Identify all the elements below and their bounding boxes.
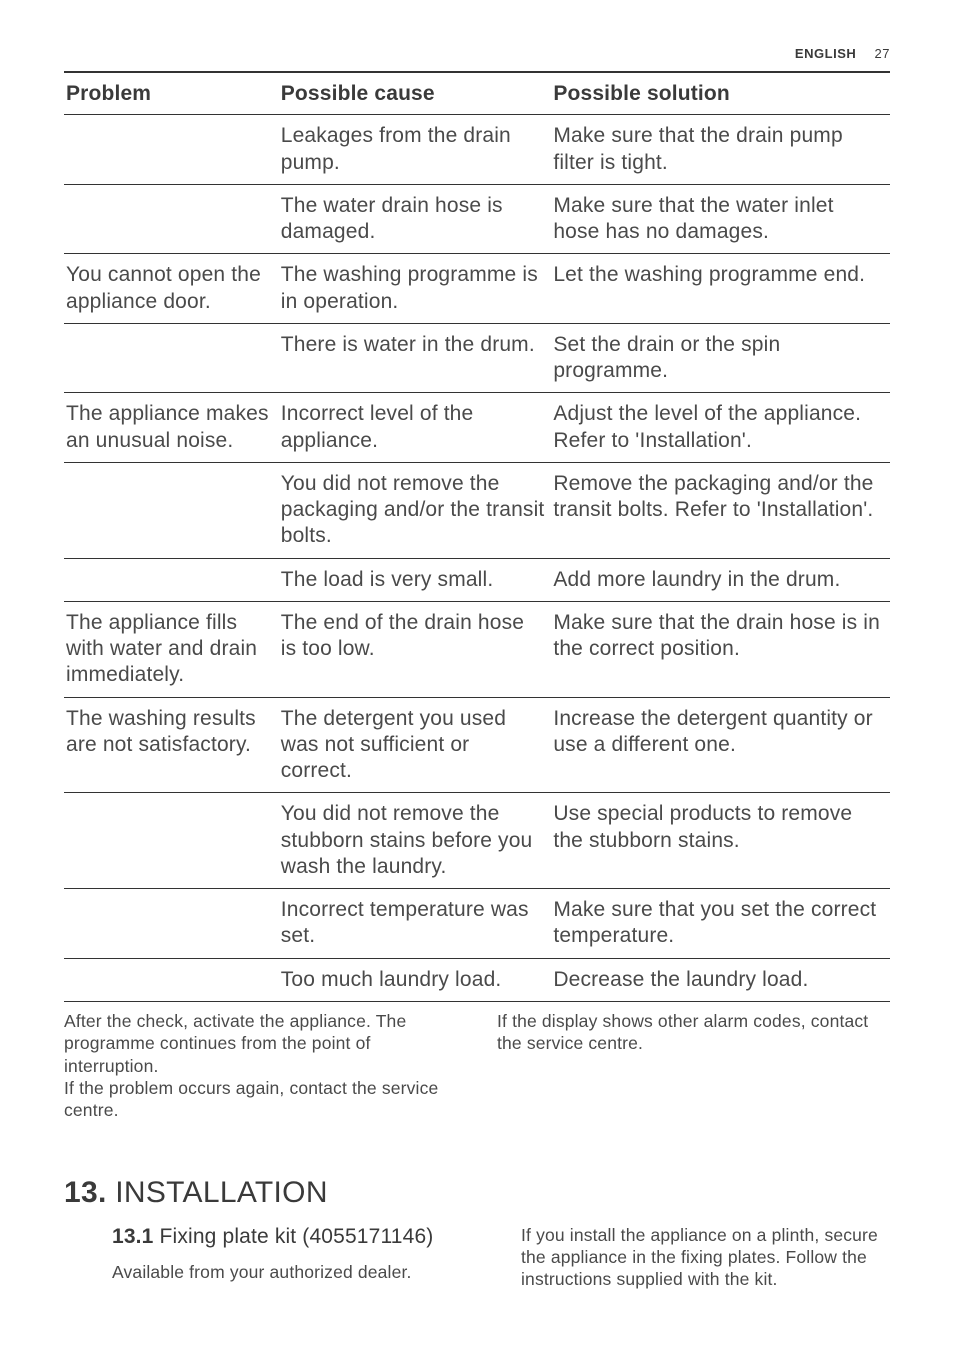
table-cell: Adjust the level of the appliance. Refer… (551, 393, 890, 463)
table-cell: Set the drain or the spin programme. (551, 323, 890, 393)
table-cell (64, 558, 279, 601)
table-cell (64, 184, 279, 254)
after-right: If the display shows other alarm codes, … (497, 1010, 890, 1122)
page-header: ENGLISH 27 (64, 46, 890, 61)
table-row: The water drain hose is damaged.Make sur… (64, 184, 890, 254)
table-cell: Remove the packaging and/or the transit … (551, 462, 890, 558)
table-cell: Make sure that the drain hose is in the … (551, 601, 890, 697)
install-sub-title: Fixing plate kit (4055171146) (160, 1225, 434, 1248)
table-row: You did not remove the stubborn stains b… (64, 793, 890, 889)
table-row: The washing results are not satisfactory… (64, 697, 890, 793)
table-body: Leakages from the drain pump.Make sure t… (64, 115, 890, 1002)
table-row: You cannot open the appliance door.The w… (64, 254, 890, 324)
after-left-line: If the problem occurs again, contact the… (64, 1077, 457, 1122)
table-row: The load is very small.Add more laundry … (64, 558, 890, 601)
table-cell: Make sure that you set the correct tempe… (551, 889, 890, 959)
table-cell: Incorrect level of the appliance. (279, 393, 552, 463)
table-cell: You did not remove the packaging and/or … (279, 462, 552, 558)
table-cell (64, 462, 279, 558)
install-right-text: If you install the appliance on a plinth… (521, 1224, 890, 1291)
header-language: ENGLISH (795, 46, 856, 61)
table-cell: You did not remove the stubborn stains b… (279, 793, 552, 889)
table-cell: There is water in the drum. (279, 323, 552, 393)
col-problem: Problem (64, 72, 279, 115)
table-row: You did not remove the packaging and/or … (64, 462, 890, 558)
header-page-number: 27 (875, 46, 891, 61)
table-cell (64, 958, 279, 1001)
table-cell: Make sure that the water inlet hose has … (551, 184, 890, 254)
table-row: The appliance fills with water and drain… (64, 601, 890, 697)
table-row: Incorrect temperature was set.Make sure … (64, 889, 890, 959)
table-header-row: Problem Possible cause Possible solution (64, 72, 890, 115)
col-solution: Possible solution (551, 72, 890, 115)
install-subheading: 13.1 Fixing plate kit (4055171146) (112, 1224, 481, 1249)
table-cell: The load is very small. (279, 558, 552, 601)
table-cell: Use special products to remove the stubb… (551, 793, 890, 889)
after-right-line: If the display shows other alarm codes, … (497, 1010, 890, 1055)
table-row: Too much laundry load.Decrease the laund… (64, 958, 890, 1001)
section-heading: 13. INSTALLATION (64, 1176, 890, 1210)
table-cell: The washing programme is in operation. (279, 254, 552, 324)
install-right-col: If you install the appliance on a plinth… (521, 1224, 890, 1291)
table-row: There is water in the drum.Set the drain… (64, 323, 890, 393)
table-row: The appliance makes an unusual noise.Inc… (64, 393, 890, 463)
troubleshooting-table: Problem Possible cause Possible solution… (64, 71, 890, 1002)
table-cell: The appliance makes an unusual noise. (64, 393, 279, 463)
section-title: INSTALLATION (115, 1176, 328, 1209)
table-cell (64, 793, 279, 889)
table-row: Leakages from the drain pump.Make sure t… (64, 115, 890, 185)
table-cell (64, 323, 279, 393)
section-number: 13. (64, 1176, 107, 1209)
table-cell: Let the washing programme end. (551, 254, 890, 324)
after-left-line: After the check, activate the appliance.… (64, 1010, 457, 1077)
table-cell: Make sure that the drain pump filter is … (551, 115, 890, 185)
table-cell: The detergent you used was not sufficien… (279, 697, 552, 793)
table-cell: Incorrect temperature was set. (279, 889, 552, 959)
table-cell: Leakages from the drain pump. (279, 115, 552, 185)
install-sub-number: 13.1 (112, 1225, 154, 1248)
table-cell: You cannot open the appliance door. (64, 254, 279, 324)
table-cell: The water drain hose is damaged. (279, 184, 552, 254)
table-cell: Decrease the laundry load. (551, 958, 890, 1001)
install-left-text: Available from your authorized dealer. (112, 1261, 481, 1283)
after-table-notes: After the check, activate the appliance.… (64, 1010, 890, 1122)
col-cause: Possible cause (279, 72, 552, 115)
install-left-col: 13.1 Fixing plate kit (4055171146) Avail… (64, 1224, 481, 1291)
table-cell: Too much laundry load. (279, 958, 552, 1001)
table-cell: The appliance fills with water and drain… (64, 601, 279, 697)
table-cell: The end of the drain hose is too low. (279, 601, 552, 697)
after-left: After the check, activate the appliance.… (64, 1010, 457, 1122)
installation-columns: 13.1 Fixing plate kit (4055171146) Avail… (64, 1224, 890, 1291)
table-cell: Add more laundry in the drum. (551, 558, 890, 601)
table-cell (64, 889, 279, 959)
table-cell (64, 115, 279, 185)
table-cell: The washing results are not satisfactory… (64, 697, 279, 793)
table-cell: Increase the detergent quantity or use a… (551, 697, 890, 793)
